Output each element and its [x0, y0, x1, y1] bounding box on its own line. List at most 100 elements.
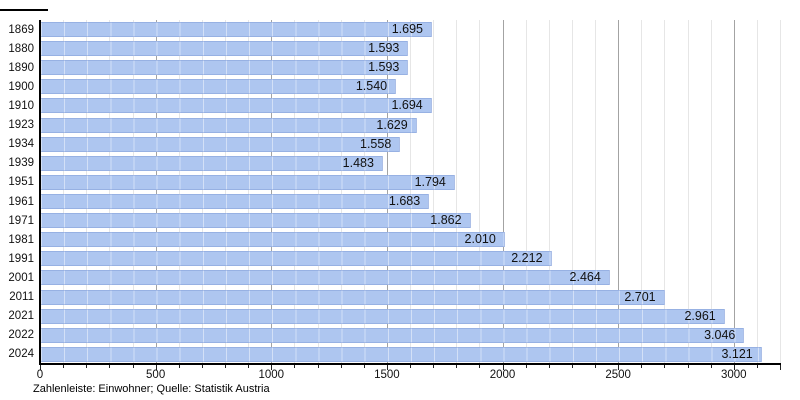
- bar-value-label: 1.695: [391, 22, 423, 36]
- gridline-minor: [248, 20, 250, 364]
- gridline-minor: [109, 20, 111, 364]
- gridline-minor: [710, 20, 712, 364]
- bar-value-label: 1.593: [368, 41, 400, 56]
- bar: 1.593: [40, 41, 409, 57]
- x-tick-label: 2000: [489, 369, 516, 381]
- axis-tick: [571, 365, 573, 368]
- bar-value-label: 1.794: [414, 174, 446, 189]
- bar-value-label: 2.701: [624, 289, 656, 304]
- bar: 1.695: [40, 22, 432, 37]
- bar: 2.212: [40, 251, 552, 267]
- year-label: 1991: [8, 252, 34, 265]
- year-axis-labels: 1869 1880 1890 1900 1910 1923 1934 1939 1951 1961…: [0, 20, 34, 364]
- x-tick-label: 1000: [258, 369, 285, 381]
- bar: 3.046: [40, 327, 745, 343]
- year-label: 2001: [8, 271, 34, 284]
- axis-tick: [363, 365, 365, 368]
- gridline-minor: [571, 20, 573, 364]
- year-label: 1961: [8, 195, 34, 208]
- bar: 2.961: [40, 308, 725, 324]
- axis-tick: [780, 365, 781, 370]
- axis-tick: [201, 365, 203, 368]
- gridline-minor: [641, 20, 643, 364]
- axis-tick: [502, 365, 504, 370]
- bar-value-label: 3.046: [704, 327, 736, 342]
- axis-tick: [317, 365, 319, 368]
- gridline-minor: [664, 20, 666, 364]
- gridline-minor: [201, 20, 203, 364]
- axis-tick: [479, 365, 481, 368]
- axis-tick: [225, 365, 226, 368]
- gridline-minor: [132, 20, 134, 364]
- bar: 1.593: [40, 60, 409, 76]
- gridline-minor: [479, 20, 481, 364]
- bar: 1.483: [40, 155, 383, 171]
- gridline-minor: [780, 20, 781, 364]
- plot-area: 1.695 1.593 1.593 1.540 1.694 1.629 1.558 1.483…: [40, 20, 781, 364]
- axis-tick: [132, 365, 134, 368]
- gridline-minor: [225, 20, 226, 364]
- year-label: 1900: [8, 80, 34, 93]
- year-label: 2022: [8, 329, 34, 342]
- gridline-minor: [340, 20, 342, 364]
- gridline-minor: [548, 20, 550, 364]
- axis-tick: [178, 365, 180, 368]
- axis-tick: [410, 365, 411, 368]
- axis-tick: [733, 365, 735, 370]
- bar: 1.683: [40, 194, 430, 209]
- bar-value-label: 2.961: [684, 308, 716, 323]
- axis-tick: [86, 365, 88, 368]
- gridline-minor: [525, 20, 527, 364]
- axis-tick: [664, 365, 666, 368]
- gridline-major: [155, 20, 157, 364]
- bar: 1.558: [40, 136, 401, 152]
- bar-value-label: 2.464: [569, 270, 601, 285]
- gridline-minor: [63, 20, 65, 364]
- bar: 2.010: [40, 232, 505, 248]
- gridline-major: [386, 20, 388, 364]
- year-label: 1910: [8, 99, 34, 112]
- gridline-minor: [456, 20, 458, 364]
- source-note: Zahlenleiste: Einwohner; Quelle: Statist…: [33, 383, 270, 395]
- axis-tick: [248, 365, 250, 368]
- axis-tick: [109, 365, 111, 368]
- year-label: 1971: [8, 214, 34, 227]
- x-tick-label: 3000: [720, 369, 747, 381]
- year-label: 1869: [8, 23, 34, 36]
- top-left-rule: [0, 9, 48, 11]
- x-axis-line: [39, 363, 781, 365]
- year-label: 1951: [8, 176, 34, 189]
- gridline-minor: [410, 20, 411, 364]
- gridline-minor: [86, 20, 88, 364]
- gridline-minor: [433, 20, 435, 364]
- year-label: 2021: [8, 310, 34, 323]
- year-label: 2011: [9, 291, 34, 304]
- axis-tick: [525, 365, 527, 368]
- gridline-major: [271, 20, 273, 364]
- x-tick-label: 500: [146, 369, 166, 381]
- bar-value-label: 1.694: [391, 98, 423, 113]
- bar: 2.464: [40, 270, 610, 286]
- axis-tick: [618, 365, 620, 370]
- gridline-minor: [363, 20, 365, 364]
- gridline-major: [618, 20, 620, 364]
- bar-value-label: 2.212: [511, 251, 543, 266]
- axis-tick: [40, 365, 41, 370]
- axis-tick: [433, 365, 435, 368]
- axis-tick: [710, 365, 712, 368]
- axis-tick: [155, 365, 157, 370]
- gridline-minor: [294, 20, 296, 364]
- axis-tick: [63, 365, 65, 368]
- axis-tick: [548, 365, 550, 368]
- axis-tick: [271, 365, 273, 370]
- year-label: 1981: [8, 233, 34, 246]
- axis-tick: [456, 365, 458, 368]
- bar-value-label: 1.558: [360, 136, 392, 151]
- bar-value-label: 1.483: [342, 155, 374, 170]
- x-tick-label: 2500: [605, 369, 631, 381]
- bar: 1.694: [40, 98, 432, 114]
- bar: 1.794: [40, 174, 455, 190]
- year-label: 1934: [8, 138, 34, 151]
- bar-value-label: 1.683: [388, 194, 421, 208]
